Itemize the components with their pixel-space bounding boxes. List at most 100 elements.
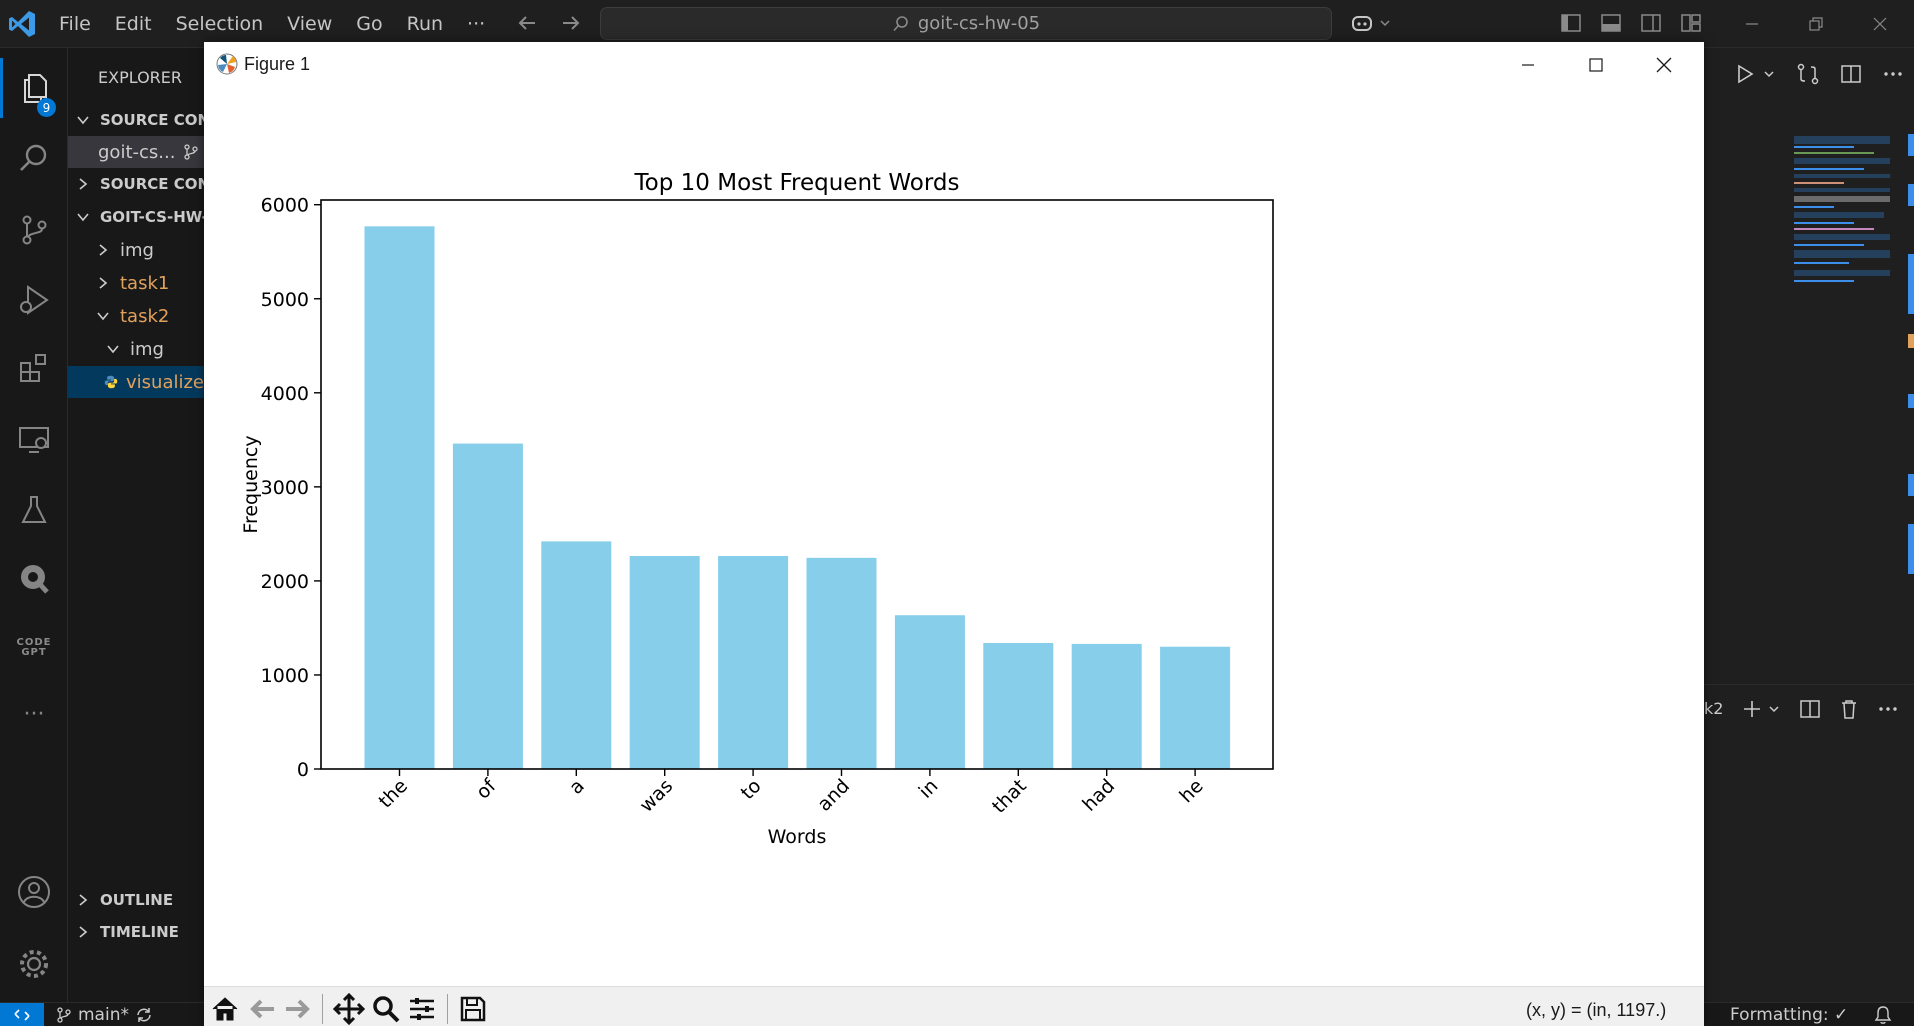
folder-label: task2	[120, 305, 170, 327]
sync-icon[interactable]	[135, 1006, 153, 1024]
file-visualize[interactable]: visualize	[68, 366, 204, 398]
y-tick-label: 2000	[261, 571, 309, 593]
minimize-button[interactable]	[1720, 0, 1784, 48]
minimap[interactable]	[1794, 134, 1890, 294]
configure-subplots-icon[interactable]	[407, 994, 437, 1024]
toggle-panel-icon[interactable]	[1600, 12, 1622, 34]
pan-icon[interactable]	[333, 993, 365, 1025]
toggle-primary-sidebar-icon[interactable]	[1560, 12, 1582, 34]
home-icon[interactable]	[210, 994, 240, 1024]
close-button[interactable]	[1848, 0, 1912, 48]
scrollbar-markers[interactable]	[1908, 134, 1914, 634]
formatting-status[interactable]: Formatting: ✓	[1730, 1003, 1848, 1026]
activity-source-control[interactable]	[0, 200, 68, 260]
section-workspace[interactable]: GOIT-CS-HW-	[68, 201, 204, 233]
copilot-menu[interactable]	[1350, 12, 1392, 34]
menu-edit[interactable]: Edit	[114, 13, 152, 35]
formatting-label: Formatting: ✓	[1730, 1005, 1849, 1025]
compare-changes-icon[interactable]	[1796, 62, 1820, 86]
menu-view[interactable]: View	[287, 13, 333, 35]
branch-indicator[interactable]: main*	[56, 1003, 153, 1026]
zoom-icon[interactable]	[371, 994, 401, 1024]
terminal-label[interactable]: k2	[1704, 699, 1724, 718]
activity-manage[interactable]	[0, 934, 68, 994]
chevron-down-icon	[96, 309, 110, 323]
section-source-control-2[interactable]: SOURCE CONT	[68, 168, 204, 200]
command-center-search[interactable]: goit-cs-hw-05	[600, 7, 1332, 40]
figure-minimize-button[interactable]	[1494, 42, 1562, 88]
activity-explorer[interactable]: 9	[0, 58, 68, 118]
bar-he	[1160, 646, 1231, 769]
chevron-down-icon	[1380, 20, 1390, 27]
menu-more[interactable]: ···	[467, 13, 486, 35]
figure-close-button[interactable]	[1630, 42, 1698, 88]
section-outline[interactable]: OUTLINE	[68, 884, 204, 916]
section-label: SOURCE CONT	[100, 175, 204, 193]
section-timeline[interactable]: TIMELINE	[68, 916, 204, 948]
bar-to	[718, 555, 789, 769]
codegpt-icon: CODE GPT	[17, 638, 52, 658]
x-tick-label: the	[374, 775, 412, 813]
branch-icon	[184, 144, 199, 160]
save-icon[interactable]	[458, 994, 488, 1024]
chevron-down-icon[interactable]	[1762, 67, 1776, 81]
more-actions-icon[interactable]	[1882, 63, 1904, 85]
activity-extensions[interactable]	[0, 338, 68, 398]
toggle-secondary-sidebar-icon[interactable]	[1640, 12, 1662, 34]
explorer-title: EXPLORER	[98, 68, 182, 87]
activity-codegpt[interactable]: CODE GPT	[0, 618, 68, 678]
editor-toolbar	[1734, 62, 1904, 86]
split-editor-icon[interactable]	[1840, 63, 1862, 85]
folder-task1[interactable]: task1	[68, 267, 204, 299]
activity-extension-q[interactable]	[0, 548, 68, 608]
explorer-sidebar: EXPLORER SOURCE CONT goit-cs... SOURCE C…	[68, 48, 204, 1002]
axes-frame	[320, 199, 1274, 770]
menu-selection[interactable]: Selection	[175, 13, 264, 35]
activity-accounts[interactable]	[0, 862, 68, 922]
branch-name: main*	[78, 1005, 129, 1025]
bar-a	[541, 541, 612, 769]
chevron-down-icon	[106, 342, 120, 356]
x-tick-label: to	[737, 775, 766, 804]
y-tick-label: 5000	[261, 289, 309, 311]
back-arrow-icon[interactable]	[248, 994, 278, 1024]
activity-search[interactable]	[0, 128, 68, 188]
section-source-control-1[interactable]: SOURCE CONT	[68, 104, 204, 136]
chevron-down-icon	[76, 210, 90, 224]
y-tick-label: 0	[297, 759, 309, 781]
x-axis: the of a was to and in that had he	[374, 769, 1208, 818]
split-terminal-icon[interactable]	[1799, 698, 1821, 720]
bell-icon[interactable]	[1874, 1005, 1892, 1025]
repo-row[interactable]: goit-cs...	[68, 136, 204, 168]
menu-run[interactable]: Run	[406, 13, 444, 35]
folder-img[interactable]: img	[68, 234, 204, 266]
y-tick-label: 1000	[261, 665, 309, 687]
x-tick-label: that	[988, 775, 1031, 818]
minimize-icon	[1522, 64, 1534, 66]
activity-run-debug[interactable]	[0, 270, 68, 330]
trash-icon[interactable]	[1839, 698, 1859, 720]
figure-maximize-button[interactable]	[1562, 42, 1630, 88]
chart-title: Top 10 Most Frequent Words	[634, 170, 960, 196]
forward-arrow-icon[interactable]	[282, 994, 312, 1024]
x-tick-label: he	[1175, 775, 1207, 807]
folder-task2-img[interactable]: img	[68, 333, 204, 365]
activity-testing[interactable]	[0, 480, 68, 540]
remote-indicator[interactable]	[0, 1003, 44, 1026]
folder-task2[interactable]: task2	[68, 300, 204, 332]
forward-arrow-icon[interactable]	[560, 12, 582, 34]
menu-go[interactable]: Go	[356, 13, 383, 35]
chevron-right-icon	[76, 893, 90, 907]
run-file-icon[interactable]	[1734, 63, 1756, 85]
restore-button[interactable]	[1784, 0, 1848, 48]
flask-icon	[21, 496, 47, 523]
customize-layout-icon[interactable]	[1680, 12, 1702, 34]
activity-more[interactable]: ···	[0, 684, 68, 744]
menu-file[interactable]: File	[59, 13, 91, 35]
activity-remote-explorer[interactable]	[0, 410, 68, 470]
more-actions-icon[interactable]	[1877, 698, 1899, 720]
back-arrow-icon[interactable]	[516, 12, 538, 34]
add-terminal-icon[interactable]	[1741, 698, 1763, 720]
command-center-text: goit-cs-hw-05	[917, 13, 1041, 34]
chevron-down-icon[interactable]	[1767, 702, 1781, 716]
